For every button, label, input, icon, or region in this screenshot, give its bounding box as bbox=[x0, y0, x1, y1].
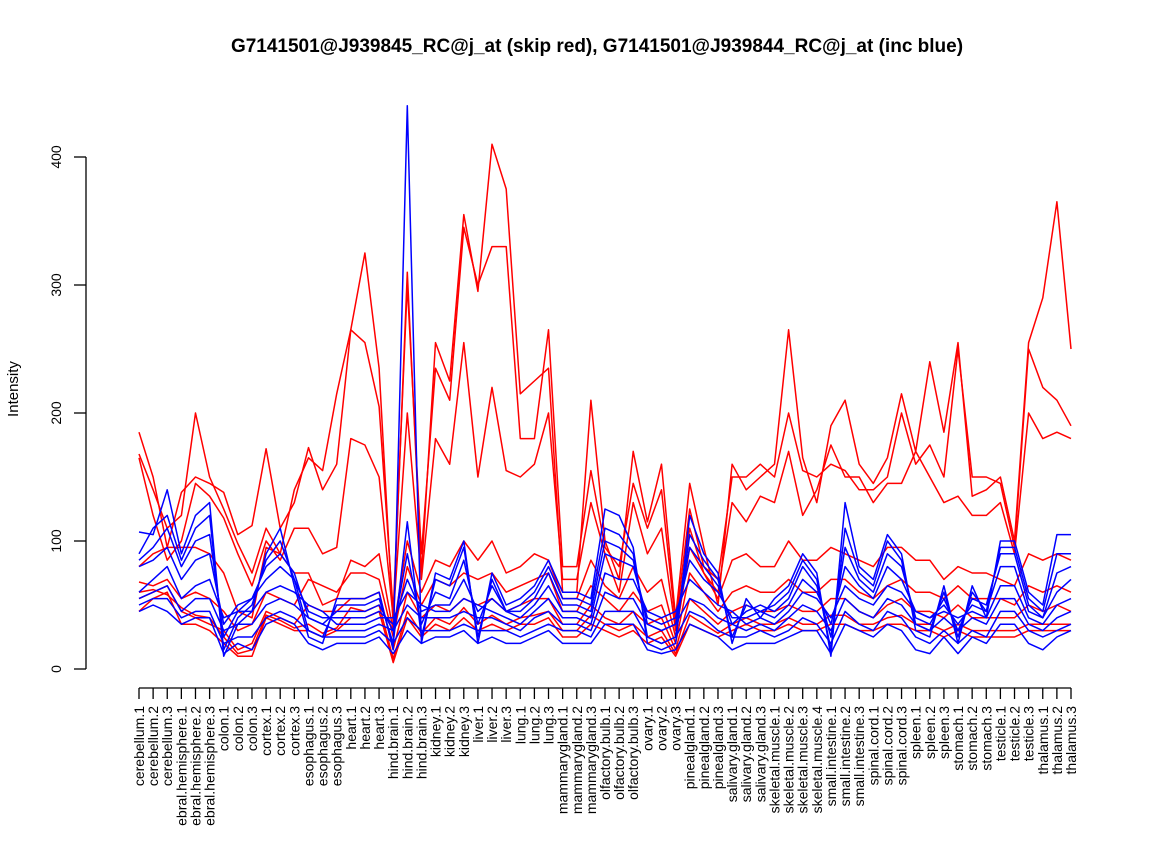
series-line-skip-3 bbox=[138, 341, 1072, 632]
series-line-skip-2 bbox=[138, 226, 1072, 625]
y-tick-label: 400 bbox=[48, 145, 64, 169]
x-tick-label: heart.2 bbox=[357, 706, 373, 750]
x-tick-label: heart.3 bbox=[371, 706, 387, 750]
x-tick-label: kidney.1 bbox=[428, 706, 444, 757]
x-tick-label: cerebellum.1 bbox=[131, 706, 147, 786]
x-tick-label: testicle.3 bbox=[1021, 706, 1037, 761]
x-axis: cerebellum.1cerebellum.2cerebellum.3ebra… bbox=[131, 687, 1079, 826]
x-tick-label: kidney.3 bbox=[456, 706, 472, 757]
x-tick-label: spleen.1 bbox=[908, 706, 924, 759]
x-tick-label: small.intestine.2 bbox=[837, 706, 853, 807]
y-tick-label: 300 bbox=[48, 273, 64, 297]
x-tick-label: lung.1 bbox=[512, 706, 528, 744]
x-tick-label: liver.1 bbox=[470, 706, 486, 743]
x-tick-label: ovary.1 bbox=[639, 706, 655, 751]
x-tick-label: esophagus.3 bbox=[329, 706, 345, 786]
x-tick-label: lung.3 bbox=[541, 706, 557, 744]
x-tick-label: colon.1 bbox=[216, 706, 232, 751]
x-tick-label: ebral.hemisphere.1 bbox=[173, 706, 189, 826]
x-tick-label: cerebellum.2 bbox=[145, 706, 161, 786]
x-tick-label: hind.brain.3 bbox=[413, 706, 429, 779]
x-tick-label: cortex.1 bbox=[258, 706, 274, 756]
x-tick-label: ebral.hemisphere.2 bbox=[187, 706, 203, 826]
x-tick-label: olfactory.bulb.1 bbox=[597, 706, 613, 800]
x-tick-label: mammarygland.3 bbox=[583, 706, 599, 814]
x-tick-label: ovary.3 bbox=[668, 706, 684, 751]
x-tick-label: hind.brain.1 bbox=[385, 706, 401, 779]
x-tick-label: thalamus.1 bbox=[1035, 706, 1051, 775]
x-tick-label: skeletal.muscle.3 bbox=[795, 706, 811, 814]
x-tick-label: salivary.gland.2 bbox=[738, 706, 754, 802]
x-tick-label: ebral.hemisphere.3 bbox=[202, 706, 218, 826]
y-tick-label: 200 bbox=[48, 401, 64, 425]
series-line-inc-7 bbox=[138, 597, 1072, 645]
x-tick-label: skeletal.muscle.1 bbox=[766, 706, 782, 814]
y-tick-label: 100 bbox=[48, 529, 64, 553]
x-tick-label: spinal.cord.1 bbox=[865, 706, 881, 786]
x-tick-label: colon.3 bbox=[244, 706, 260, 751]
x-tick-label: pinealgland.3 bbox=[710, 706, 726, 790]
x-tick-label: testicle.1 bbox=[992, 706, 1008, 761]
x-tick-label: lung.2 bbox=[526, 706, 542, 744]
x-tick-label: heart.1 bbox=[343, 706, 359, 750]
x-tick-label: cortex.2 bbox=[272, 706, 288, 756]
x-tick-label: olfactory.bulb.3 bbox=[625, 706, 641, 800]
x-tick-label: mammarygland.2 bbox=[569, 706, 585, 814]
x-tick-label: esophagus.2 bbox=[315, 706, 331, 786]
x-tick-label: spleen.2 bbox=[922, 706, 938, 759]
x-tick-label: liver.2 bbox=[484, 706, 500, 743]
y-axis-label: Intensity bbox=[5, 361, 22, 417]
chart-title: G7141501@J939845_RC@j_at (skip red), G71… bbox=[231, 36, 963, 57]
x-tick-label: hind.brain.2 bbox=[399, 706, 415, 779]
x-tick-label: liver.3 bbox=[498, 706, 514, 743]
y-tick-label: 0 bbox=[48, 665, 64, 673]
y-axis: 0 100 200 300 400 bbox=[48, 145, 87, 673]
x-tick-label: colon.2 bbox=[230, 706, 246, 751]
series-line-inc-3 bbox=[138, 527, 1072, 638]
x-tick-label: kidney.2 bbox=[442, 706, 458, 757]
x-tick-label: cerebellum.3 bbox=[159, 706, 175, 786]
x-tick-label: spinal.cord.2 bbox=[879, 706, 895, 786]
series-line-inc-5 bbox=[138, 565, 1072, 625]
x-tick-label: small.intestine.1 bbox=[823, 706, 839, 807]
x-tick-label: testicle.2 bbox=[1007, 706, 1023, 761]
x-tick-label: spinal.cord.3 bbox=[894, 706, 910, 786]
x-tick-label: stomach.3 bbox=[978, 706, 994, 771]
series-line-inc-6 bbox=[138, 585, 1072, 632]
x-tick-label: spleen.3 bbox=[936, 706, 952, 759]
x-tick-label: mammarygland.1 bbox=[555, 706, 571, 814]
x-tick-label: small.intestine.3 bbox=[851, 706, 867, 807]
x-tick-label: thalamus.2 bbox=[1049, 706, 1065, 775]
series-line-inc-8 bbox=[138, 604, 1072, 655]
x-tick-label: olfactory.bulb.2 bbox=[611, 706, 627, 800]
x-tick-label: salivary.gland.3 bbox=[752, 706, 768, 802]
x-tick-label: skeletal.muscle.4 bbox=[809, 706, 825, 814]
x-tick-label: stomach.1 bbox=[950, 706, 966, 771]
x-tick-label: ovary.2 bbox=[653, 706, 669, 751]
series-layer bbox=[138, 105, 1072, 664]
series-line-inc-1 bbox=[138, 105, 1071, 657]
x-tick-label: salivary.gland.1 bbox=[724, 706, 740, 802]
x-tick-label: pinealgland.2 bbox=[696, 706, 712, 790]
x-tick-label: skeletal.muscle.2 bbox=[781, 706, 797, 814]
x-tick-label: thalamus.3 bbox=[1063, 706, 1079, 775]
x-tick-label: stomach.2 bbox=[964, 706, 980, 771]
x-tick-label: pinealgland.1 bbox=[682, 706, 698, 790]
x-tick-label: esophagus.1 bbox=[300, 706, 316, 786]
x-tick-label: cortex.3 bbox=[286, 706, 302, 756]
